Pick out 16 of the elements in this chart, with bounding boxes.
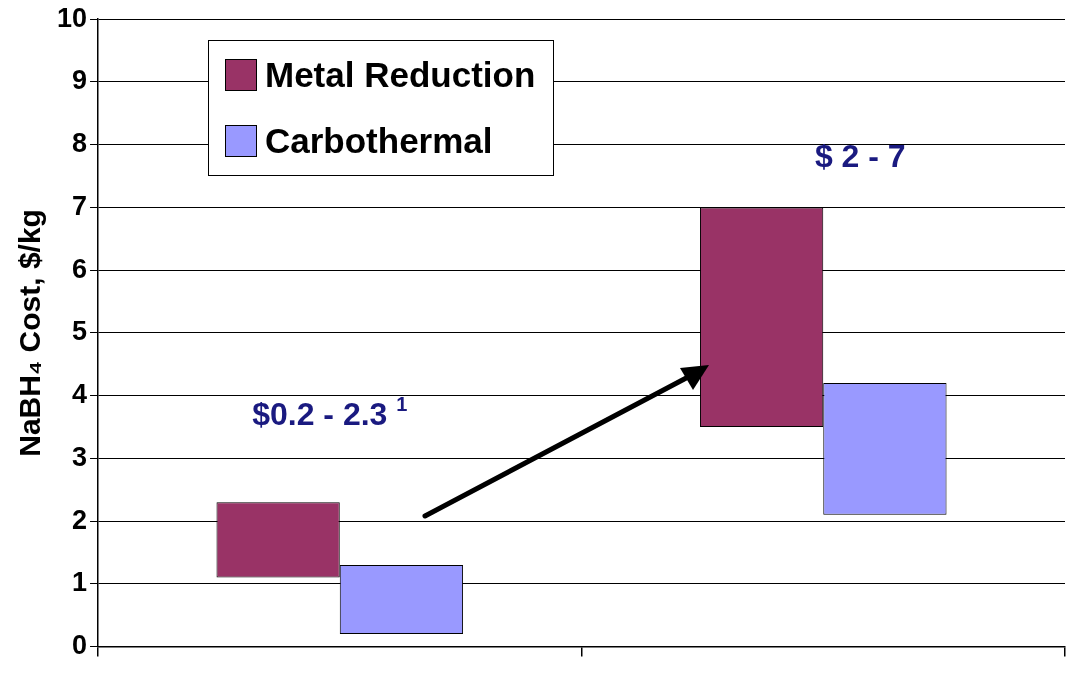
y-tick-label: 10 [56, 2, 88, 33]
y-tick-label: 3 [72, 441, 88, 472]
legend-label: Metal Reduction [265, 55, 536, 95]
y-tick-label: 2 [72, 504, 88, 535]
legend-label: Carbothermal [265, 121, 493, 161]
y-axis-title: NaBH₄ Cost, $/kg [13, 209, 47, 457]
y-tick-label: 7 [72, 190, 88, 221]
y-tick-label: 6 [72, 253, 88, 284]
y-tick-label: 8 [72, 128, 88, 159]
annotation: $0.2 - 2.3 1 [252, 392, 408, 432]
y-tick-label: 0 [72, 630, 88, 661]
annotation: $ 2 - 7 [814, 137, 906, 174]
y-tick-label: 4 [72, 379, 88, 410]
y-tick-label: 9 [72, 65, 88, 96]
y-tick-label: 5 [72, 316, 88, 347]
y-tick-label: 1 [72, 567, 88, 598]
